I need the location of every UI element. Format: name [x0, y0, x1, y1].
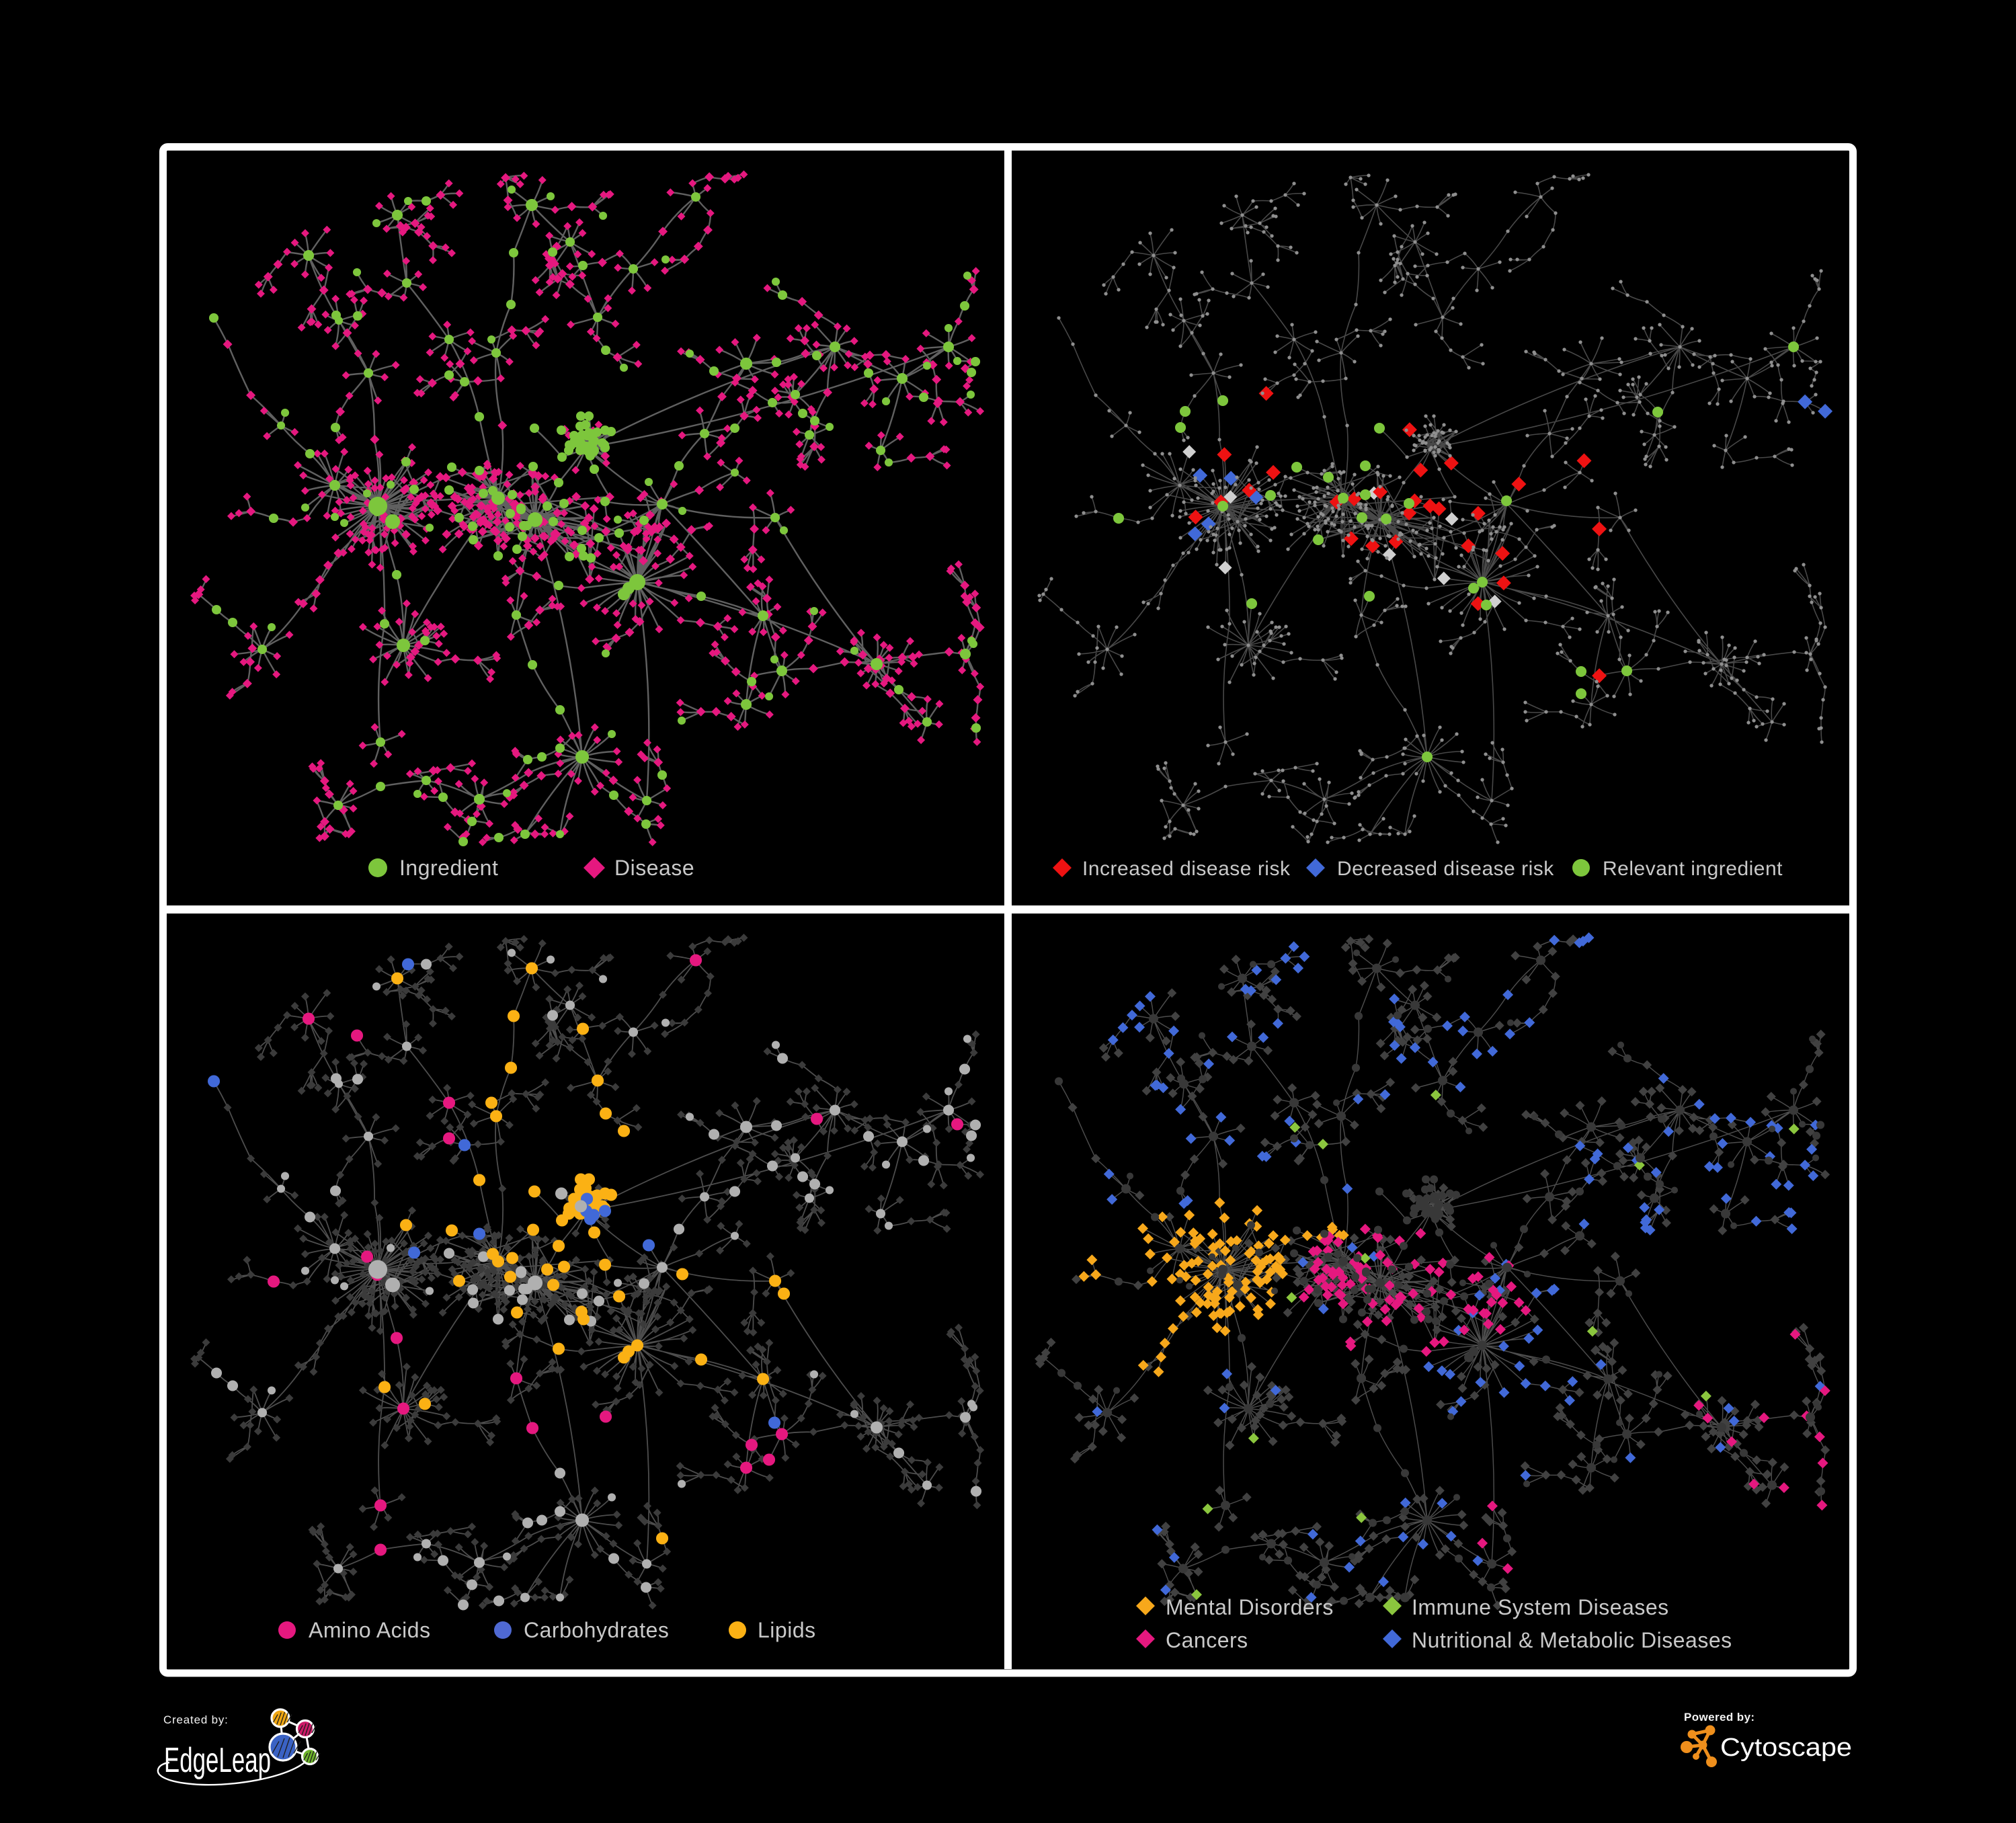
svg-text:Lipids: Lipids [758, 1618, 816, 1642]
svg-text:Carbohydrates: Carbohydrates [524, 1618, 669, 1642]
svg-text:Cancers: Cancers [1166, 1628, 1248, 1652]
svg-text:Mental Disorders: Mental Disorders [1166, 1595, 1334, 1619]
svg-text:Powered by:: Powered by: [1684, 1711, 1755, 1724]
svg-text:Immune System Diseases: Immune System Diseases [1412, 1595, 1669, 1619]
svg-text:Nutritional & Metabolic Diseas: Nutritional & Metabolic Diseases [1412, 1628, 1732, 1652]
svg-text:Relevant ingredient: Relevant ingredient [1603, 858, 1783, 880]
svg-text:Created by:: Created by: [163, 1713, 229, 1726]
svg-text:Disease: Disease [614, 856, 694, 880]
svg-text:Ingredient: Ingredient [399, 856, 498, 880]
svg-text:Amino Acids: Amino Acids [309, 1618, 431, 1642]
svg-text:EdgeLeap: EdgeLeap [164, 1741, 271, 1780]
svg-text:Increased disease risk: Increased disease risk [1082, 858, 1291, 880]
svg-text:Cytoscape: Cytoscape [1720, 1734, 1852, 1762]
svg-text:Decreased disease risk: Decreased disease risk [1337, 858, 1554, 880]
